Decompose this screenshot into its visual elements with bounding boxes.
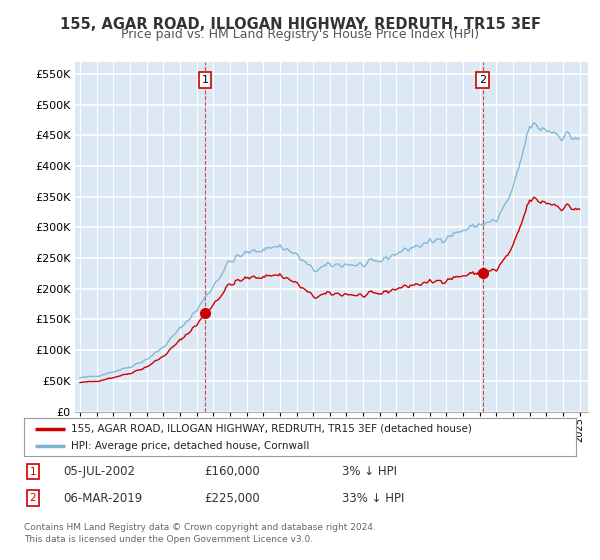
Text: 3% ↓ HPI: 3% ↓ HPI (342, 465, 397, 478)
Text: £225,000: £225,000 (204, 492, 260, 505)
Text: 155, AGAR ROAD, ILLOGAN HIGHWAY, REDRUTH, TR15 3EF (detached house): 155, AGAR ROAD, ILLOGAN HIGHWAY, REDRUTH… (71, 423, 472, 433)
Text: Price paid vs. HM Land Registry's House Price Index (HPI): Price paid vs. HM Land Registry's House … (121, 28, 479, 41)
Text: 2: 2 (479, 75, 486, 85)
Text: 06-MAR-2019: 06-MAR-2019 (63, 492, 142, 505)
Text: HPI: Average price, detached house, Cornwall: HPI: Average price, detached house, Corn… (71, 441, 309, 451)
Text: Contains HM Land Registry data © Crown copyright and database right 2024.
This d: Contains HM Land Registry data © Crown c… (24, 523, 376, 544)
Text: 1: 1 (202, 75, 208, 85)
Text: 05-JUL-2002: 05-JUL-2002 (63, 465, 135, 478)
Text: 33% ↓ HPI: 33% ↓ HPI (342, 492, 404, 505)
Text: 155, AGAR ROAD, ILLOGAN HIGHWAY, REDRUTH, TR15 3EF: 155, AGAR ROAD, ILLOGAN HIGHWAY, REDRUTH… (59, 17, 541, 32)
Text: 1: 1 (29, 466, 37, 477)
Text: 2: 2 (29, 493, 37, 503)
Text: £160,000: £160,000 (204, 465, 260, 478)
